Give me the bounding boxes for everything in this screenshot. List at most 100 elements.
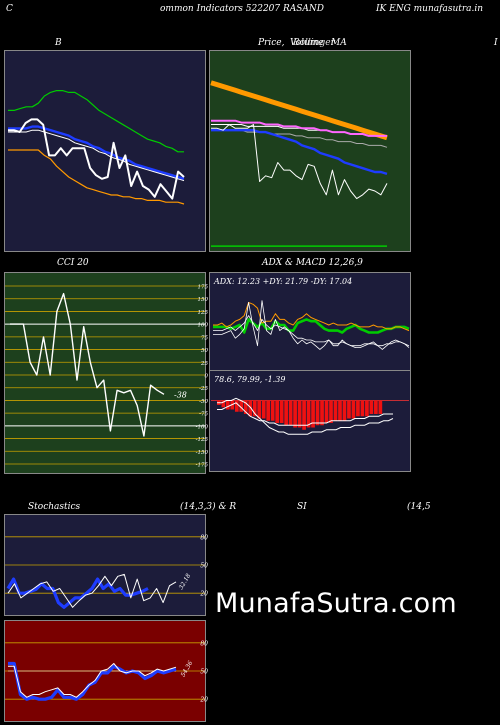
macd-series-1 [217, 397, 394, 435]
macd-histogram-bar [288, 400, 293, 426]
panel-background [209, 272, 411, 374]
rsi-blue-line [8, 661, 177, 701]
macd-histogram-bar [306, 400, 311, 428]
macd-histogram-bar [329, 400, 333, 423]
adx-chart: ADX: 12.23 +DY: 21.79 -DY: 17.04 [209, 272, 411, 374]
adx-series-0 [213, 318, 410, 334]
macd-histogram-bar [275, 400, 280, 423]
cci-tick-label: 50 [201, 348, 208, 354]
rsi-tick-label: 50 [200, 669, 208, 676]
macd-histogram-bar [257, 400, 262, 419]
header-title: ommon Indicators 522207 RASAND [160, 4, 325, 14]
macd-histogram-bar [324, 400, 329, 423]
bollinger-series-0 [8, 89, 184, 153]
stoch-tick-label: 20 [199, 591, 208, 598]
adx-series-3 [213, 315, 410, 347]
stoch-tick-label: 80 [200, 534, 208, 541]
macd-histogram-bar [315, 400, 320, 426]
watermark: MunafaSutra.com [215, 588, 457, 619]
macd-label: 78.6, 79.99, -1.39 [214, 375, 285, 384]
bollinger-series-4 [8, 118, 185, 200]
macd-histogram-bar [234, 400, 239, 412]
macd-histogram-bar [279, 400, 284, 423]
price-ma-series-4 [211, 128, 388, 176]
macd-histogram-bar [297, 400, 302, 428]
cci-line [10, 292, 165, 437]
header-left: C [6, 4, 13, 14]
macd-histogram-bar [333, 400, 338, 421]
bollinger-series-1 [8, 125, 185, 180]
price-ma-title-prefix: Price, [258, 38, 285, 48]
rsi-white-line [8, 663, 177, 698]
stoch-d-line [7, 573, 177, 608]
macd-histogram-bar [347, 400, 351, 419]
price-ma-series-0 [210, 80, 388, 141]
rsi-tick-label: 80 [200, 640, 208, 647]
adx-series-1 [213, 301, 410, 332]
bollinger-series-3 [8, 149, 185, 205]
bollinger-chart [4, 50, 206, 252]
cci-tick-label: -50 [199, 399, 208, 405]
cci-tick-label: -150 [196, 450, 209, 456]
panel-background [209, 50, 411, 252]
adx-macd-title: ADX & MACD 12,26,9 [262, 258, 363, 268]
bollinger-title: B [55, 38, 62, 48]
macd-histogram-bar [239, 400, 244, 412]
macd-histogram-bar [284, 400, 288, 426]
macd-chart: 78.6, 79.99, -1.39 [209, 370, 411, 472]
macd-histogram-bar [374, 400, 378, 414]
macd-histogram-bar [270, 400, 275, 421]
header-right: IK ENG munafasutra.in [376, 4, 484, 14]
macd-histogram-bar [302, 400, 306, 430]
macd-histogram-bar [248, 400, 253, 417]
macd-histogram-bar [365, 400, 369, 417]
macd-histogram-bar [243, 400, 248, 414]
stoch-title: Stochastics [28, 502, 81, 512]
macd-histogram-bar [311, 400, 315, 428]
cci-tick-label: 0 [205, 374, 209, 380]
cci-tick-label: -100 [196, 424, 209, 430]
price-ma-title-suffix: MA [331, 38, 347, 48]
macd-histogram-bar [225, 400, 230, 410]
price-ma-series-2 [211, 119, 387, 137]
price-ma-chart [209, 50, 411, 252]
macd-histogram-bar [261, 400, 266, 419]
cci-tick-label: -25 [199, 386, 208, 392]
right-edge-title: I [494, 38, 498, 48]
macd-histogram-bar [252, 400, 257, 417]
macd-histogram-bar [338, 400, 342, 421]
cci-chart: 175 150 125 100 75 50 25 0 -25 -50 -75 -100 -125 -150… [4, 272, 209, 474]
price-ma-title-overlap: Volume [290, 38, 324, 48]
panel-background [4, 272, 206, 474]
cci-tick-label: 25 [200, 361, 208, 367]
cci-last-label: -38 [174, 390, 187, 399]
cci-tick-label: -125 [196, 437, 209, 443]
rsi-title: SI [297, 502, 307, 512]
cci-tick-label: -175 [196, 463, 209, 469]
rsi-params: (14,5 [407, 502, 431, 512]
price-ma-title-overlap2: Bollinger [293, 38, 335, 48]
macd-histogram-bar [293, 400, 297, 428]
macd-histogram-bar [360, 400, 365, 417]
macd-series-0 [217, 402, 393, 426]
cci-tick-label: 100 [198, 323, 209, 329]
cci-title: CCI 20 [57, 258, 89, 268]
price-ma-series-5 [211, 124, 388, 200]
cci-tick-label: 75 [201, 335, 208, 341]
macd-histogram-bar [351, 400, 356, 419]
macd-histogram-bar [221, 400, 226, 408]
macd-histogram-bar [378, 400, 383, 414]
macd-histogram-bar [266, 400, 271, 421]
stoch-k-line [6, 577, 149, 609]
macd-histogram-bar [369, 400, 374, 414]
stoch-tick-label: 50 [200, 563, 208, 570]
macd-histogram-bar [342, 400, 347, 421]
stoch-params: (14,3,3) & R [180, 502, 237, 512]
cci-tick-label: 150 [198, 297, 209, 303]
cci-tick-label: 175 [198, 285, 209, 291]
cci-tick-label: -75 [199, 412, 208, 418]
rsi-tick-label: 20 [199, 697, 208, 704]
adx-label: ADX: 12.23 +DY: 21.79 -DY: 17.04 [213, 277, 352, 286]
